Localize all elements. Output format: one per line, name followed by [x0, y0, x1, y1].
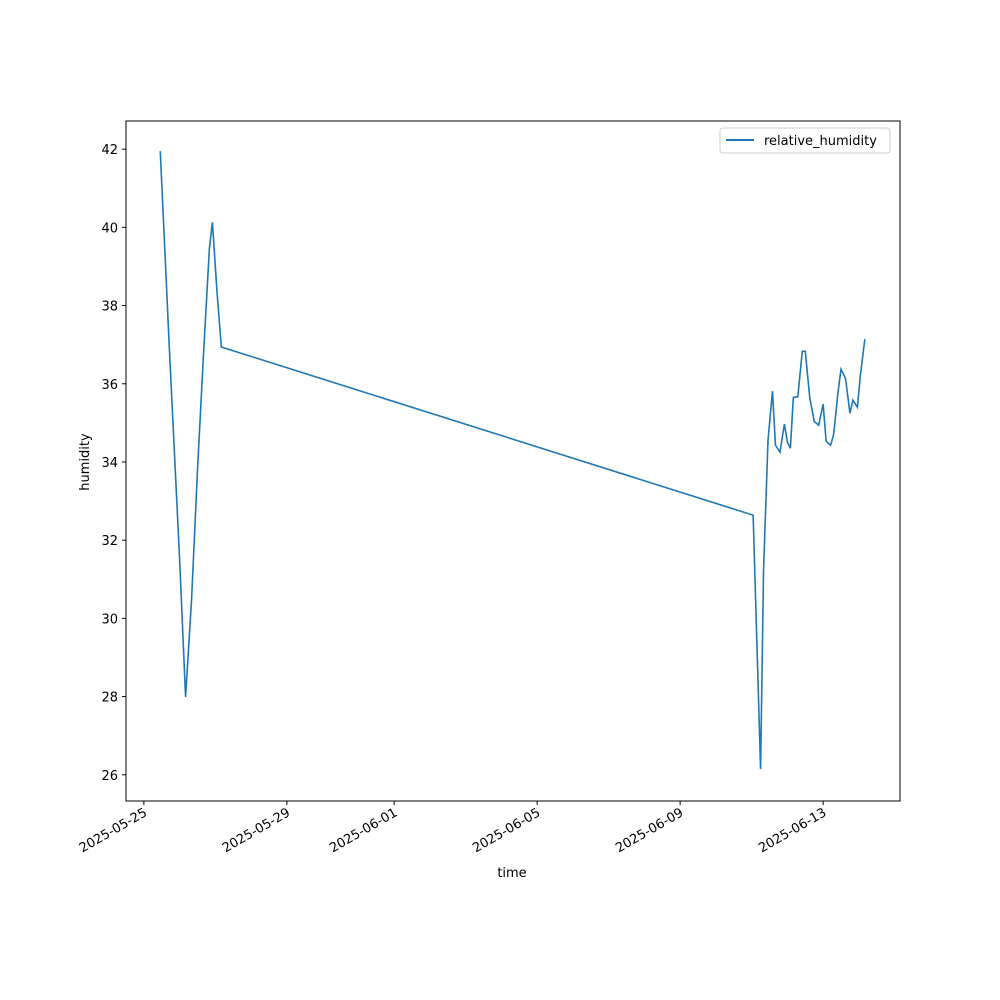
- x-tick-label: 2025-06-09: [613, 805, 686, 856]
- y-tick-label: 36: [101, 378, 118, 393]
- y-tick-label: 42: [101, 143, 118, 158]
- y-tick-label: 40: [101, 221, 118, 236]
- x-tick-label: 2025-05-25: [77, 805, 150, 856]
- plot-frame: [125, 120, 901, 802]
- y-tick-label: 28: [101, 691, 118, 706]
- data-line: [159, 151, 866, 769]
- y-tick-label: 38: [101, 300, 118, 315]
- x-tick-label: 2025-05-29: [220, 805, 293, 856]
- y-tick-label: 34: [101, 456, 118, 471]
- y-tick-label: 26: [101, 769, 118, 784]
- y-tick-label: 32: [101, 534, 118, 549]
- legend-box: [719, 127, 891, 154]
- y-axis-label: humidity: [78, 433, 93, 491]
- x-tick-label: 2025-06-05: [470, 805, 543, 856]
- x-axis-label: time: [497, 866, 526, 881]
- legend: relative_humidity: [719, 127, 891, 154]
- x-tick-label: 2025-06-13: [756, 805, 829, 856]
- legend-label: relative_humidity: [764, 134, 877, 149]
- y-tick-label: 30: [101, 612, 118, 627]
- x-tick-label: 2025-06-01: [327, 805, 400, 856]
